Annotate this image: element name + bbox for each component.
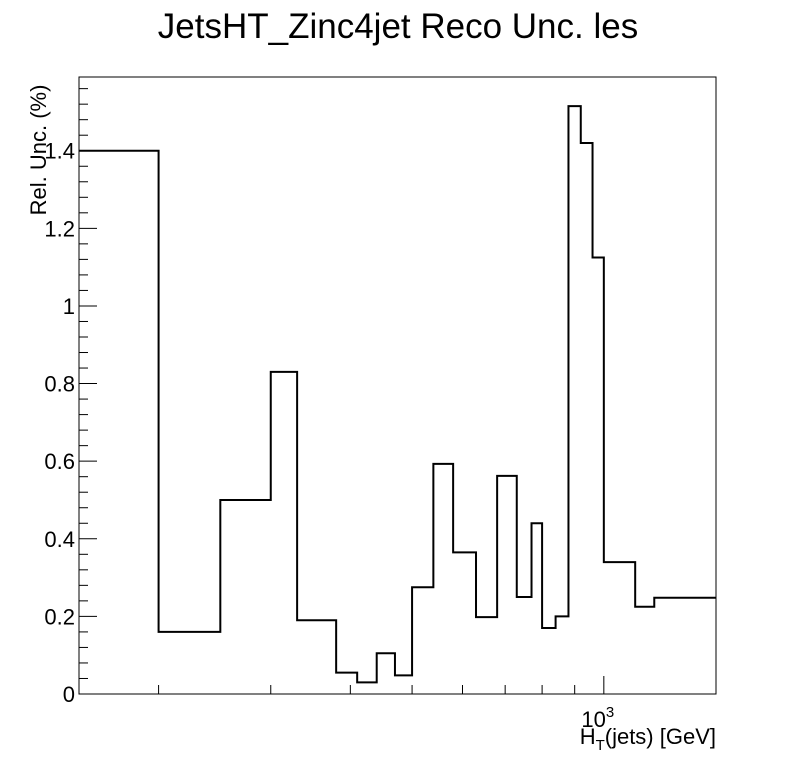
x-axis-ticks: 103 <box>158 676 614 732</box>
y-tick-label: 0.8 <box>44 372 75 397</box>
y-axis-ticks: 0 0.2 0.4 0.6 0.8 1 1.2 1.4 <box>44 88 97 707</box>
x-axis-label-sub: T <box>596 737 605 754</box>
plot-frame <box>78 76 717 695</box>
y-tick-label: 0.4 <box>44 527 75 552</box>
chart-title: JetsHT_Zinc4jet Reco Unc. les <box>158 7 638 46</box>
y-axis-label-group: Rel. Unc. (%) <box>26 85 51 216</box>
y-tick-label: 1.4 <box>44 139 75 164</box>
x-axis-label-main: H <box>580 724 596 749</box>
y-tick-label: 0.2 <box>44 604 75 629</box>
x-axis-label: HT(jets) [GeV] <box>580 724 716 754</box>
histogram-bins <box>79 106 716 682</box>
y-axis-label: Rel. Unc. (%) <box>26 85 51 216</box>
y-tick-label: 0 <box>63 682 75 707</box>
y-tick-label: 1 <box>63 294 75 319</box>
histogram-step-line <box>79 105 716 684</box>
y-tick-label: 0.6 <box>44 449 75 474</box>
y-tick-label: 1.2 <box>44 216 75 241</box>
x-tick-label: 103 <box>581 704 614 732</box>
x-axis-label-rest: (jets) [GeV] <box>605 724 716 749</box>
